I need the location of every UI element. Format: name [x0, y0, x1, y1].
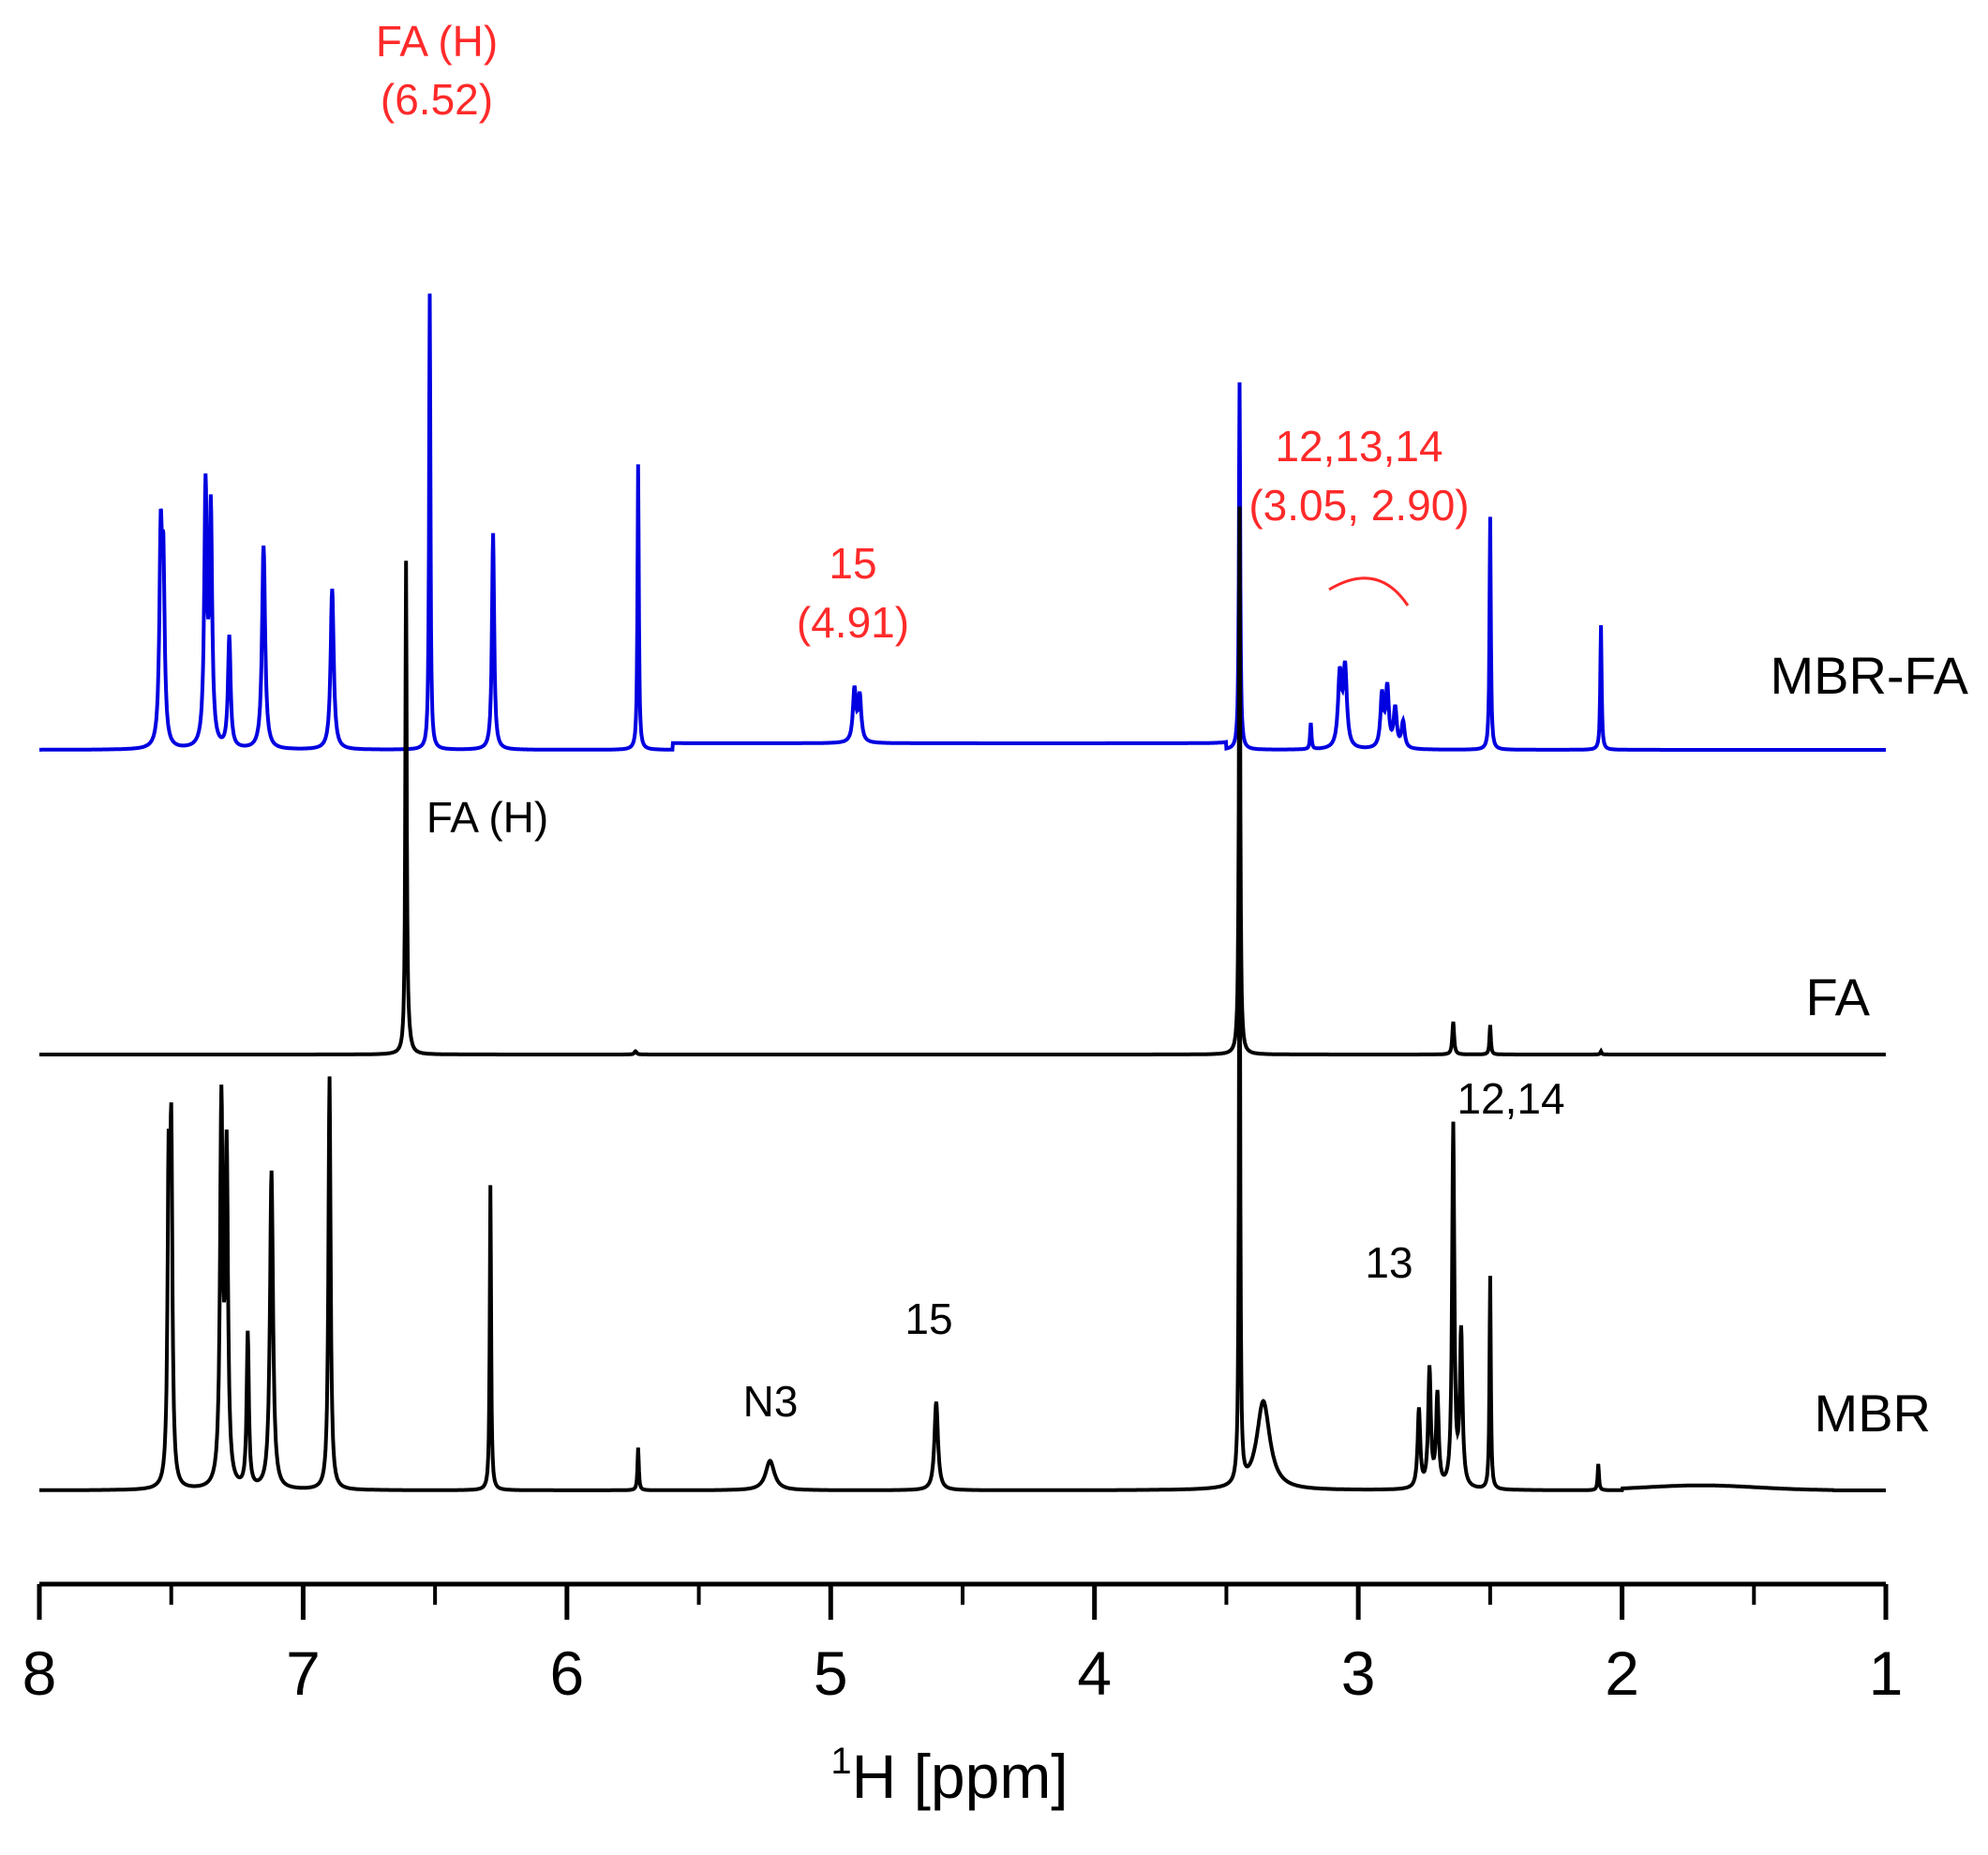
x-tick-label: 7	[286, 1638, 321, 1708]
x-axis-title-main: H [ppm]	[852, 1742, 1069, 1811]
x-tick-label: 8	[22, 1638, 57, 1708]
x-tick-label: 4	[1077, 1638, 1112, 1708]
spectra-group	[39, 293, 1886, 1492]
annotation-4-line-0: 12,14	[1457, 1074, 1564, 1123]
spectrum-mbr	[39, 858, 1886, 1492]
multiplet-bracket	[1328, 576, 1410, 606]
annotation-2-line-1: (3.05, 2.90)	[1248, 481, 1469, 530]
annotation-1-line-1: (4.91)	[797, 598, 909, 647]
annotation-7-line-0: N3	[743, 1377, 799, 1426]
annotation-0-line-0: FA (H)	[376, 17, 498, 66]
spectrum-mbr-fa	[39, 293, 1886, 752]
x-axis-title-superscript: 1	[830, 1741, 851, 1782]
annotation-0-line-1: (6.52)	[381, 75, 493, 124]
x-axis: 8 7 6 5 4 3 2 1	[22, 1581, 1904, 1708]
spectrum-fa	[39, 506, 1886, 1056]
series-labels-group: MBR-FA FA MBR	[1770, 646, 1968, 1443]
annotation-6-line-0: 15	[904, 1294, 952, 1343]
annotation-1-line-0: 15	[829, 539, 876, 588]
x-tick-label: 5	[814, 1638, 848, 1708]
x-tick-label: 1	[1869, 1638, 1904, 1708]
annotation-3-line-0: FA (H)	[426, 793, 548, 842]
annotation-5-line-0: 13	[1365, 1238, 1413, 1287]
series-label-mbr-fa: MBR-FA	[1770, 646, 1968, 705]
x-tick-label: 6	[549, 1638, 584, 1708]
annotations-group: FA (H) (6.52) 15 (4.91) 12,13,14 (3.05, 2.90)…	[376, 17, 1565, 1426]
annotation-2-line-0: 12,13,14	[1275, 422, 1442, 471]
series-label-fa: FA	[1806, 967, 1871, 1026]
x-axis-title: 1H [ppm]	[830, 1741, 1068, 1811]
x-tick-label: 3	[1341, 1638, 1376, 1708]
x-tick-label: 2	[1605, 1638, 1639, 1708]
series-label-mbr: MBR	[1815, 1384, 1931, 1443]
